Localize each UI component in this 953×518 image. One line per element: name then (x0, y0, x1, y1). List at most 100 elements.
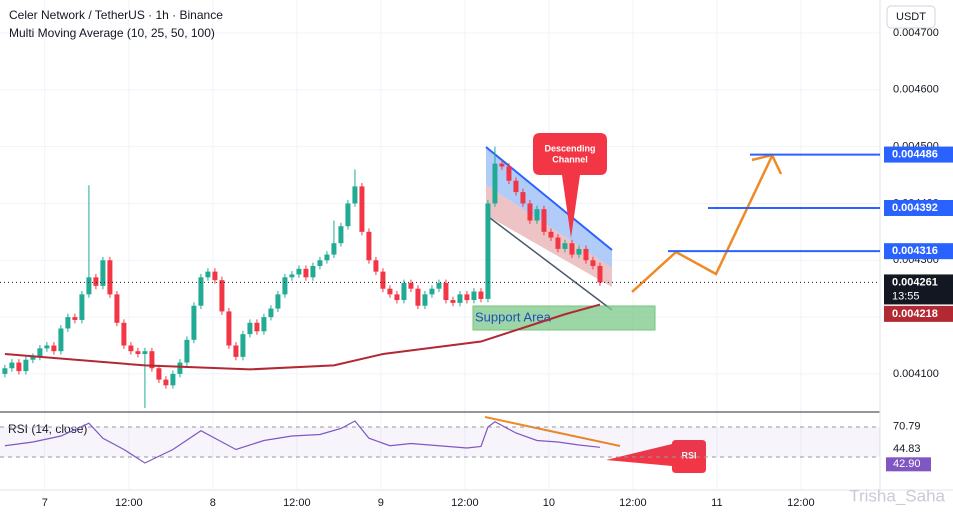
watermark: Trisha_Saha (849, 486, 945, 505)
candle-body (86, 277, 92, 295)
chart-subtitle: Multi Moving Average (10, 25, 50, 100) (9, 26, 215, 40)
y-tick-label: 0.004700 (893, 27, 939, 39)
candle-body (44, 345, 50, 349)
candle-body (562, 243, 568, 249)
candle-body (506, 166, 512, 181)
x-tick-label: 12:00 (451, 497, 479, 509)
channel-bottom (485, 214, 613, 311)
candle-body (436, 283, 442, 289)
candle-body (23, 359, 29, 372)
candle-body (317, 260, 323, 266)
candle-body (156, 368, 162, 380)
candle-body (275, 294, 281, 309)
rsi-callout-text: RSI (681, 450, 696, 460)
chart-title: Celer Network / TetherUS · 1h · Binance (9, 8, 223, 22)
candle-body (471, 291, 477, 301)
projection-path (631, 155, 774, 293)
candle-body (464, 294, 470, 301)
y-tick-label: 0.004600 (893, 84, 939, 96)
candle-body (51, 345, 57, 352)
moving-average (4, 303, 601, 371)
candle-body (352, 186, 358, 204)
candle-body (590, 260, 596, 266)
candles (2, 146, 603, 409)
candle-body (16, 362, 22, 372)
last-price-text: 0.004261 (892, 276, 938, 288)
level-tag-text: 0.004316 (892, 245, 938, 257)
rsi-tag (886, 441, 931, 456)
level-tag-text: 0.004486 (892, 148, 938, 160)
currency-text: USDT (896, 11, 926, 23)
level-tag-text: 0.004392 (892, 202, 938, 214)
channel-top (485, 146, 613, 251)
candle-body (30, 356, 36, 360)
candle-body (555, 237, 561, 249)
candle-body (226, 311, 232, 346)
candle-body (408, 283, 414, 289)
candle-body (37, 348, 43, 357)
candle-body (450, 300, 456, 303)
rsi-divergence (484, 416, 621, 447)
rsi-band (0, 427, 880, 457)
candle-body (373, 260, 379, 272)
candle-body (548, 231, 554, 238)
level-tag (884, 199, 953, 216)
candle-body (303, 268, 309, 278)
rsi-tag-text: 42.90 (893, 458, 921, 470)
candle-body (415, 288, 421, 306)
candle-body (597, 265, 603, 283)
x-tick-label: 9 (378, 497, 384, 509)
candle-body (261, 317, 267, 332)
candle-body (93, 277, 99, 286)
y-tick-label: 0.004100 (893, 368, 939, 380)
callout-text: Channel (552, 154, 588, 164)
candle-body (72, 317, 78, 320)
candle-body (177, 362, 183, 374)
candle-body (401, 283, 407, 301)
candle-body (387, 288, 393, 295)
candle-body (569, 243, 575, 255)
rsi-tag-text: 44.83 (893, 443, 921, 455)
countdown-text: 13:55 (892, 290, 920, 302)
candle-body (114, 294, 120, 323)
candle-body (576, 248, 582, 255)
candle-body (478, 291, 484, 299)
candle-body (212, 271, 218, 281)
candle-body (163, 379, 169, 386)
candle-body (324, 254, 330, 261)
candle-body (499, 163, 505, 167)
candle-body (457, 294, 463, 303)
candle-body (233, 345, 239, 357)
rsi-line (4, 420, 601, 464)
channel-upper-fill (486, 147, 612, 268)
candle-body (100, 260, 106, 286)
candle-body (338, 226, 344, 244)
candle-body (492, 163, 498, 204)
candle-body (247, 322, 253, 335)
currency-button[interactable] (886, 5, 936, 29)
callout-text: Descending (544, 143, 595, 153)
last-price-tag (884, 274, 953, 305)
candle-body (58, 328, 64, 352)
candle-body (135, 351, 141, 355)
candle-body (443, 283, 449, 301)
candle-body (191, 305, 197, 340)
x-tick-label: 12:00 (619, 497, 647, 509)
candle-body (198, 277, 204, 306)
rsi-tag (886, 419, 931, 434)
candle-body (219, 280, 225, 312)
descending-callout (533, 133, 607, 238)
candle-body (184, 339, 190, 363)
candle-body (345, 203, 351, 227)
x-tick-label: 11 (711, 497, 722, 509)
candle-body (310, 265, 316, 278)
support-area (472, 305, 656, 331)
candle-body (485, 203, 491, 299)
x-tick-label: 7 (42, 497, 48, 509)
candle-body (380, 271, 386, 289)
x-tick-label: 12:00 (787, 497, 815, 509)
x-tick-label: 12:00 (115, 497, 143, 509)
candle-body (282, 277, 288, 295)
